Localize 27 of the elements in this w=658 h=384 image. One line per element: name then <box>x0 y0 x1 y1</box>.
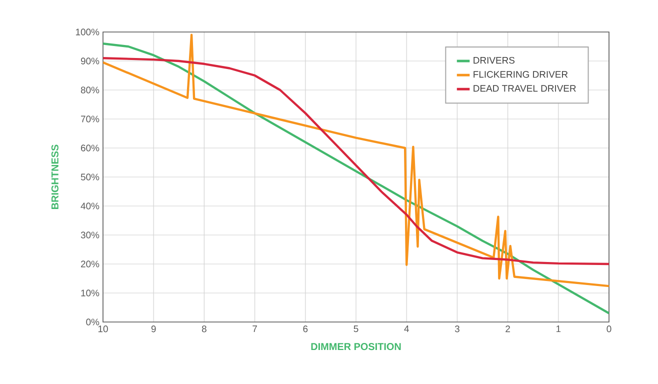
y-tick-label: 90% <box>80 58 100 64</box>
x-tick-label: 1 <box>556 326 561 332</box>
y-axis-title: BRIGHTNESS <box>51 144 58 209</box>
legend-label: FLICKERING DRIVER <box>474 71 568 78</box>
x-tick-label: 7 <box>252 326 257 332</box>
y-tick-label: 50% <box>80 174 100 180</box>
legend-label: DRIVERS <box>474 56 515 64</box>
y-tick-label: 70% <box>81 116 100 122</box>
x-tick-label: 5 <box>354 326 358 332</box>
x-tick-label: 3 <box>454 326 460 332</box>
y-tick-label: 30% <box>80 232 100 238</box>
x-tick-label: 0 <box>606 326 612 332</box>
y-tick-label: 10% <box>81 290 100 296</box>
x-axis-title: DIMMER POSITION <box>311 343 401 350</box>
y-tick-label: 20% <box>81 260 100 268</box>
y-tick-label: 60% <box>81 144 100 152</box>
legend-label: DEAD TRAVEL DRIVER <box>474 85 576 92</box>
x-tick-label: 10 <box>98 326 108 332</box>
x-tick-label: 8 <box>202 326 206 332</box>
y-tick-label: 100% <box>76 28 100 36</box>
x-tick-label: 4 <box>404 326 409 332</box>
y-tick-label: 0% <box>86 318 100 326</box>
x-tick-label: 2 <box>506 326 510 332</box>
y-tick-label: 40% <box>80 202 100 210</box>
y-tick-label: 80% <box>80 86 100 94</box>
x-tick-label: 9 <box>151 326 156 332</box>
x-tick-label: 6 <box>303 326 308 332</box>
